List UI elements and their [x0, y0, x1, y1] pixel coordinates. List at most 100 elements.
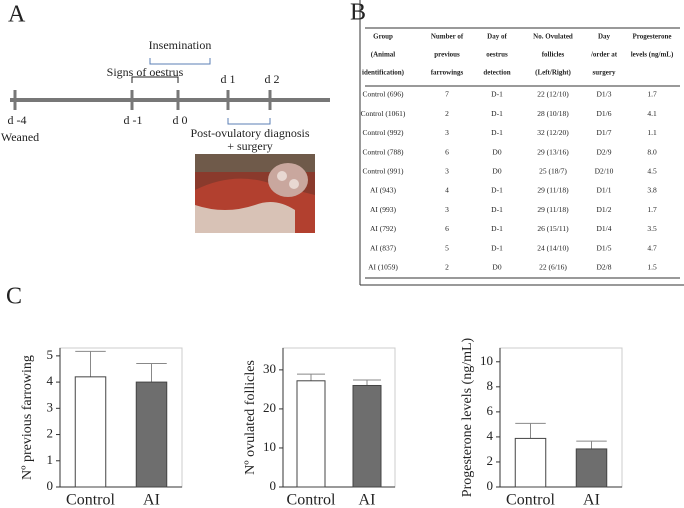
table-cell: D-1	[491, 186, 503, 195]
table-header: Progesterone	[632, 33, 671, 41]
bracket	[149, 58, 211, 65]
y-tick-label: 6	[487, 403, 494, 418]
panel-label: A	[8, 2, 26, 28]
table-cell: 3	[445, 128, 449, 137]
table-cell: 4.7	[647, 243, 657, 252]
table-cell: 28 (10/18)	[537, 109, 569, 118]
bar	[296, 380, 326, 488]
table-cell: D-1	[491, 128, 503, 137]
x-tick-label: AI	[359, 492, 376, 508]
y-axis-label: Progesterone levels (ng/mL)	[460, 337, 475, 497]
x-tick-label: Control	[506, 492, 555, 508]
table-cell: Control (992)	[362, 128, 404, 137]
label: d 2	[265, 72, 280, 86]
table-cell: D-1	[491, 224, 503, 233]
table-cell: D1/4	[597, 224, 612, 233]
table-cell: 2	[445, 109, 449, 118]
table-header: Group	[373, 33, 393, 41]
label: Insemination	[149, 38, 212, 52]
table-cell: 3	[445, 205, 449, 214]
bar	[514, 437, 547, 488]
bar	[74, 376, 107, 488]
x-tick-label: Control	[287, 492, 336, 508]
table-cell: D-1	[491, 205, 503, 214]
table-cell: AI (1059)	[368, 263, 398, 272]
table-header: surgery	[593, 69, 616, 77]
x-tick-label: Control	[66, 492, 115, 508]
photo	[195, 154, 315, 233]
table-cell: 1.1	[647, 128, 657, 137]
table-cell: 3.8	[647, 186, 657, 195]
panel-label: C	[6, 284, 22, 310]
table-header: levels (ng/mL)	[631, 51, 674, 59]
table-cell: D2/10	[595, 167, 614, 176]
table-cell: 29 (11/18)	[537, 186, 569, 195]
table-cell: 3.5	[647, 224, 657, 233]
table-cell: Control (696)	[362, 90, 404, 99]
table-cell: 24 (14/10)	[537, 243, 569, 252]
y-tick-label: 0	[47, 478, 54, 493]
table-cell: D2/8	[597, 263, 612, 272]
table-header: identification)	[362, 69, 405, 77]
table-cell: D0	[492, 263, 501, 272]
table-header: detection	[483, 69, 510, 77]
y-tick-label: 0	[487, 478, 494, 493]
y-tick-label: 8	[487, 378, 494, 393]
label: d -1	[124, 113, 143, 127]
table-cell: D1/1	[597, 186, 612, 195]
panel-label: B	[350, 0, 366, 26]
table-cell: D1/2	[597, 205, 612, 214]
table-cell: 3	[445, 167, 449, 176]
label: d 1	[221, 72, 236, 86]
table-cell: D1/3	[597, 90, 612, 99]
table-cell: D-1	[491, 90, 503, 99]
bar	[135, 381, 168, 488]
bar	[575, 448, 608, 488]
y-tick-label: 4	[487, 428, 494, 443]
label: d 0	[173, 113, 188, 127]
table-header: Day	[598, 33, 611, 41]
table-cell: 4	[445, 186, 449, 195]
y-tick-label: 20	[263, 400, 276, 415]
table-cell: 6	[445, 224, 449, 233]
table-cell: Control (788)	[362, 147, 404, 156]
y-tick-label: 1	[47, 452, 54, 467]
table-cell: AI (837)	[370, 243, 397, 252]
table-cell: 5	[445, 243, 449, 252]
table-cell: D0	[492, 147, 501, 156]
table-cell: AI (792)	[370, 224, 397, 233]
bracket	[227, 118, 271, 125]
bar	[352, 384, 382, 488]
y-tick-label: 4	[47, 373, 54, 388]
table-cell: 26 (15/11)	[537, 224, 569, 233]
y-axis-label: Nº ovulated follicles	[243, 360, 258, 475]
y-tick-label: 2	[487, 453, 494, 468]
table-cell: AI (993)	[370, 205, 397, 214]
table-cell: 1.7	[647, 205, 657, 214]
y-tick-label: 5	[47, 347, 54, 362]
table-cell: 22 (12/10)	[537, 90, 569, 99]
table-cell: 1.5	[647, 263, 657, 272]
table-cell: D1/5	[597, 243, 612, 252]
bracket	[131, 76, 179, 83]
y-tick-label: 10	[480, 353, 493, 368]
table-cell: 4.5	[647, 167, 657, 176]
y-tick-label: 3	[47, 399, 54, 414]
table-header: /order at	[590, 51, 618, 59]
table-cell: 25 (18/7)	[539, 167, 567, 176]
x-tick-label: AI	[583, 492, 600, 508]
table-cell: 29 (13/16)	[537, 147, 569, 156]
y-tick-label: 30	[263, 361, 276, 376]
y-tick-label: 2	[47, 426, 54, 441]
y-tick-label: 10	[263, 439, 276, 454]
table-cell: Control (991)	[362, 167, 404, 176]
table-cell: 22 (6/16)	[539, 263, 567, 272]
y-axis-label: Nº previous farrowing	[20, 355, 35, 480]
label: d -4	[8, 113, 27, 127]
y-tick-label: 0	[270, 478, 277, 493]
table-cell: 29 (11/18)	[537, 205, 569, 214]
timeline-ticks	[13, 90, 272, 110]
table-cell: D0	[492, 167, 501, 176]
table-cell: 8.0	[647, 147, 657, 156]
